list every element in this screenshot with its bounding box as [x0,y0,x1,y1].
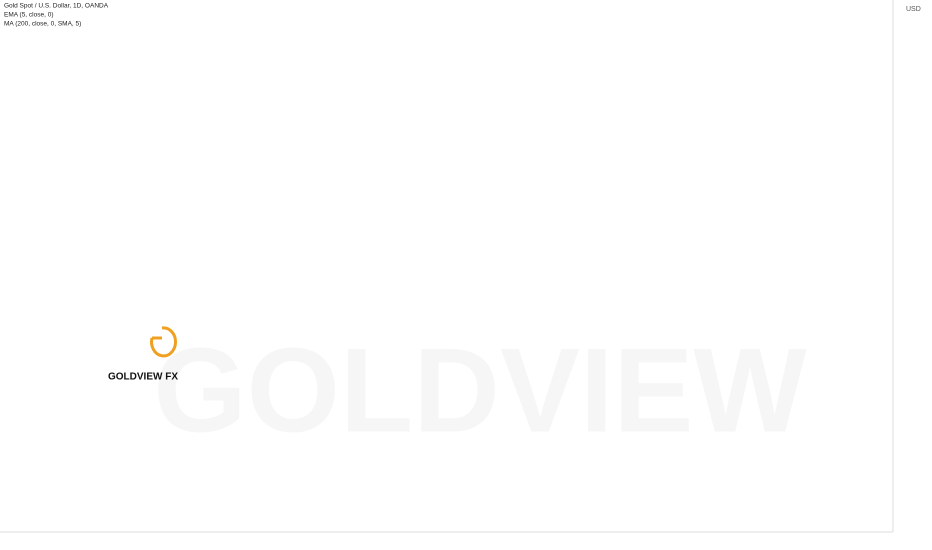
price-axis [893,0,932,550]
header-line: MA (200, close, 0, SMA, 5) [4,21,81,28]
watermark: GOLDVIEW [153,324,807,458]
header-line: EMA (5, close, 0) [4,12,54,19]
logo-icon [150,326,177,358]
logo-text: GOLDVIEW FX [108,372,178,383]
header-line: Gold Spot / U.S. Dollar, 1D, OANDA [4,3,109,10]
currency: USD [906,6,921,13]
